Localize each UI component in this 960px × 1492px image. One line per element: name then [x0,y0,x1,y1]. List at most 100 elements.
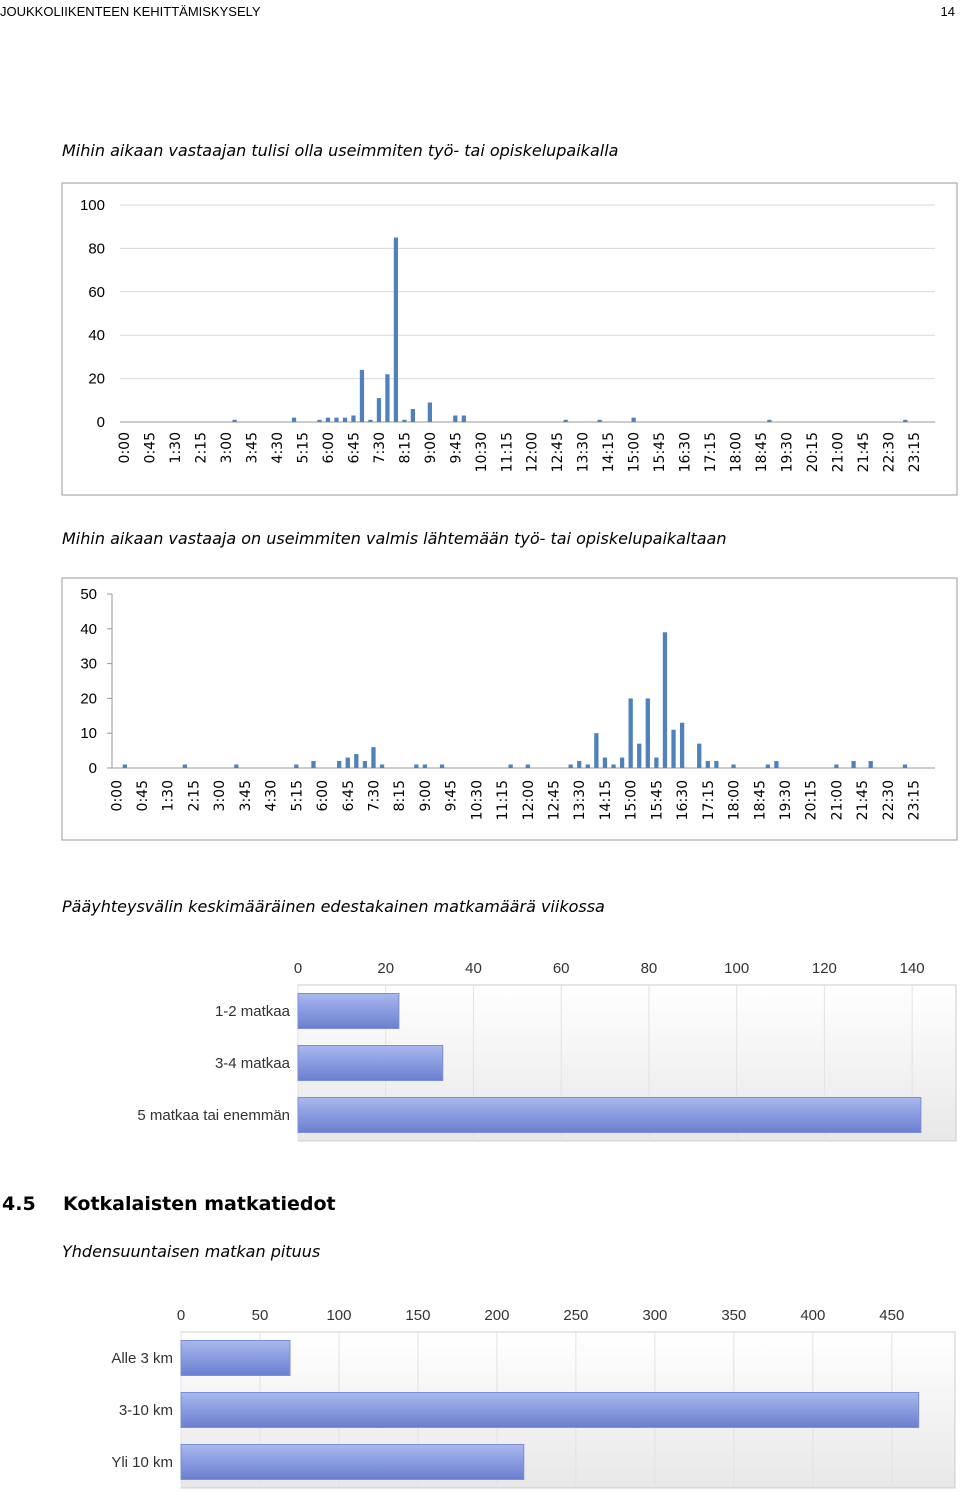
y-tick-label: 20 [88,371,105,388]
x-tick-label: 8:15 [397,432,413,463]
x-tick-label: 12:00 [525,432,541,472]
bar [654,757,659,768]
x-tick-label: 13:30 [572,780,588,820]
bar [585,764,590,768]
x-tick-label: 400 [800,1307,825,1324]
bar [453,415,458,422]
bar [297,993,400,1029]
bar [393,237,399,422]
bar [597,419,602,422]
bar [385,374,390,422]
x-tick-label: 16:30 [675,780,691,820]
x-tick-label: 5:15 [289,780,305,811]
x-tick-label: 18:45 [752,780,768,820]
x-tick-label: 120 [812,960,837,977]
x-tick-label: 0:45 [143,432,159,463]
bar [182,764,188,768]
y-tick-label: 40 [80,621,97,638]
x-tick-label: 4:30 [270,432,286,463]
x-tick-label: 0:00 [109,780,125,811]
y-tick-label: 50 [80,586,97,603]
y-tick-label: Alle 3 km [111,1350,173,1367]
bar [631,417,636,422]
x-tick-label: 300 [642,1307,667,1324]
bar [705,761,710,768]
bar [611,764,616,768]
x-tick-label: 9:45 [444,780,460,811]
x-tick-label: 100 [724,960,749,977]
x-tick-label: 8:15 [392,780,408,811]
x-tick-label: 13:30 [576,432,592,472]
x-tick-label: 250 [563,1307,588,1324]
bar [834,764,839,768]
bar [354,754,359,768]
x-tick-label: 9:00 [423,432,439,463]
x-tick-label: 20:15 [804,780,820,820]
page-number: 14 [941,4,955,19]
x-tick-label: 1:30 [168,432,184,463]
bar [371,747,376,768]
x-tick-label: 23:15 [907,432,923,472]
y-tick-label: 10 [80,725,97,742]
bar [414,764,419,768]
x-tick-label: 17:15 [701,780,717,820]
x-tick-label: 3:00 [219,432,235,463]
bar [774,761,779,768]
bar [291,417,297,422]
chart-frame [61,182,958,496]
x-tick-label: 18:45 [754,432,770,472]
x-tick-label: 9:00 [418,780,434,811]
bar [619,757,625,768]
x-tick-label: 450 [879,1307,904,1324]
bar [180,1392,920,1428]
bar [180,1444,525,1480]
x-tick-label: 10:30 [474,432,490,472]
bar [402,419,407,422]
x-tick-label: 0:00 [117,432,133,463]
bar [122,764,128,768]
bar [461,415,466,422]
chart-frame [61,577,958,841]
x-tick-label: 23:15 [907,780,923,820]
x-tick-label: 15:45 [649,780,665,820]
bar [422,764,428,768]
y-tick-label: 60 [88,284,105,301]
x-tick-label: 15:00 [627,432,643,472]
bar [294,764,299,768]
bar [317,419,322,422]
bar [180,1340,291,1376]
header-title: JOUKKOLIIKENTEEN KEHITTÄMISKYSELY [0,4,261,19]
x-tick-label: 6:00 [321,432,337,463]
x-tick-label: 3:45 [238,780,254,811]
x-tick-label: 16:30 [678,432,694,472]
bar [362,761,368,768]
bar [311,761,316,768]
bar [637,743,642,768]
bar [297,1045,444,1081]
bar [645,698,650,768]
bar [563,419,568,422]
x-tick-label: 0 [294,960,302,977]
bar [334,417,339,422]
x-tick-label: 5:15 [296,432,312,463]
bar [594,733,599,768]
y-tick-label: 30 [80,656,97,673]
x-tick-label: 2:15 [194,432,210,463]
y-tick-label: 100 [80,197,105,214]
y-tick-label: 20 [80,690,97,707]
x-tick-label: 6:45 [346,432,362,463]
chart-title: Mihin aikaan vastaaja on useimmiten valm… [62,529,726,548]
x-tick-label: 0:45 [135,780,151,811]
x-tick-label: 100 [326,1307,351,1324]
bar [297,1097,922,1133]
x-tick-label: 3:45 [245,432,261,463]
bar [234,764,239,768]
bar [351,415,356,422]
bar [868,761,873,768]
x-tick-label: 15:45 [652,432,668,472]
x-tick-label: 18:00 [727,780,743,820]
x-tick-label: 60 [553,960,570,977]
x-tick-label: 14:15 [598,780,614,820]
x-tick-label: 80 [641,960,658,977]
bar [508,764,513,768]
